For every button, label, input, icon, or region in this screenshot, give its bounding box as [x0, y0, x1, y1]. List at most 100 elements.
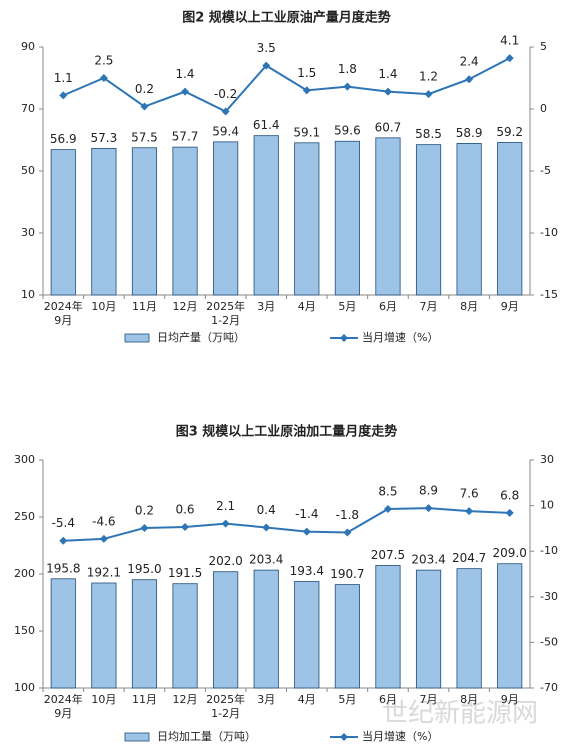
y-tick-label: 90	[21, 40, 35, 53]
line-value-label: 2.5	[94, 54, 113, 68]
x-tick-label: 6月	[379, 693, 397, 706]
line-point	[383, 505, 392, 514]
bar-value-label: 203.4	[249, 553, 283, 567]
bar-value-label: 209.0	[493, 546, 527, 560]
x-tick-label: 11月	[132, 300, 157, 313]
legend-label: 当月增速（%）	[362, 729, 438, 743]
bar-value-label: 195.0	[127, 562, 161, 576]
line-value-label: 2.4	[460, 55, 479, 69]
line-value-label: 7.6	[460, 487, 479, 501]
line-point	[140, 523, 149, 532]
bar	[131, 147, 158, 296]
x-tick-label: 2024年 9月	[44, 299, 83, 327]
x-tick-label: 12月	[173, 300, 198, 313]
chart: 图2 规模以上工业原油产量月度走势 10 30 50 70 90 -15 -10 -5 0 5 202…	[21, 10, 558, 345]
y2-tick-label: -50	[540, 635, 558, 648]
x-tick-label: 4月	[298, 300, 316, 313]
x-tick-label: 8月	[460, 300, 478, 313]
legend-label: 日均加工量（万吨）	[157, 730, 256, 743]
y-tick-label: 250	[14, 510, 35, 523]
chart-title: 图3 规模以上工业原油加工量月度走势	[176, 424, 398, 440]
line-point	[59, 536, 68, 545]
bar-value-label: 59.4	[212, 124, 239, 138]
line-point	[383, 87, 392, 96]
line-value-label: 2.1	[216, 499, 235, 513]
bar-value-label: 59.1	[293, 125, 320, 139]
bar	[213, 571, 239, 689]
line-value-label: -1.8	[336, 508, 359, 522]
y2-tick-label: -5	[540, 164, 551, 177]
bar	[456, 143, 482, 296]
line-point	[59, 91, 68, 100]
line-value-label: 3.5	[257, 41, 276, 55]
legend-label: 日均产量（万吨）	[157, 330, 245, 344]
y2-tick-label: -70	[540, 681, 558, 694]
line-point	[262, 523, 271, 532]
bar	[497, 563, 523, 689]
line-point	[505, 54, 514, 63]
line-point	[221, 107, 230, 116]
line-value-label: 1.2	[419, 70, 438, 84]
legend-swatch	[124, 732, 150, 742]
line-point	[465, 75, 474, 84]
bar	[131, 579, 158, 689]
bar-value-label: 60.7	[375, 120, 402, 134]
y-tick-label: 10	[21, 288, 35, 301]
bar-value-label: 191.5	[168, 566, 202, 580]
bar-value-label: 207.5	[371, 548, 405, 562]
bar	[91, 582, 117, 689]
x-tick-label: 2025年 1-2月	[206, 692, 245, 720]
line-value-label: -5.4	[52, 516, 75, 530]
line-point	[262, 61, 271, 70]
line-value-label: 0.4	[257, 503, 276, 517]
y-tick-label: 100	[14, 681, 35, 694]
y-tick-label: 70	[21, 102, 35, 115]
bar-value-label: 58.5	[415, 127, 442, 141]
bar-value-label: 61.4	[253, 118, 280, 132]
x-tick-label: 2025年 1-2月	[206, 299, 245, 327]
x-tick-label: 8月	[460, 693, 478, 706]
legend-swatch	[124, 333, 150, 343]
line-value-label: 0.2	[135, 503, 154, 517]
bar	[415, 144, 442, 296]
line-value-label: 1.1	[54, 71, 73, 85]
bar	[172, 583, 198, 689]
x-tick-label: 3月	[257, 300, 275, 313]
line-point	[424, 504, 433, 513]
line-point	[505, 508, 514, 517]
line-point	[181, 523, 190, 532]
line-point	[140, 102, 149, 111]
bar-value-label: 58.9	[456, 126, 483, 140]
y2-tick-label: 30	[540, 453, 554, 466]
line-value-label: 1.4	[378, 67, 397, 81]
bar-value-label: 57.3	[91, 131, 118, 145]
bar	[294, 142, 320, 296]
x-tick-label: 5月	[338, 693, 356, 706]
x-tick-label: 2024年 9月	[44, 692, 83, 720]
bar-value-label: 204.7	[452, 551, 486, 565]
y2-tick-label: 0	[540, 102, 547, 115]
line-value-label: 1.4	[175, 67, 194, 81]
bar-value-label: 190.7	[330, 567, 364, 581]
bar-value-label: 57.7	[172, 130, 199, 144]
watermark: 世纪新能源网	[382, 699, 538, 729]
y2-tick-label: 10	[540, 499, 554, 512]
line-value-label: 4.1	[500, 34, 519, 48]
x-tick-label: 10月	[91, 300, 116, 313]
y2-tick-label: -15	[540, 288, 558, 301]
line-value-label: 1.8	[338, 62, 357, 76]
chart-title: 图2 规模以上工业原油产量月度走势	[182, 10, 391, 26]
x-tick-label: 10月	[91, 693, 116, 706]
bar	[172, 146, 198, 296]
bar	[91, 147, 117, 296]
bar	[415, 569, 442, 689]
bar	[375, 137, 401, 296]
line-point	[343, 528, 352, 537]
line	[63, 507, 510, 542]
line-value-label: -4.6	[92, 514, 115, 528]
y-tick-label: 50	[21, 164, 35, 177]
line-point	[181, 87, 190, 96]
line-point	[221, 519, 230, 528]
line-value-label: -1.4	[295, 507, 318, 521]
y2-tick-label: -10	[540, 226, 558, 239]
